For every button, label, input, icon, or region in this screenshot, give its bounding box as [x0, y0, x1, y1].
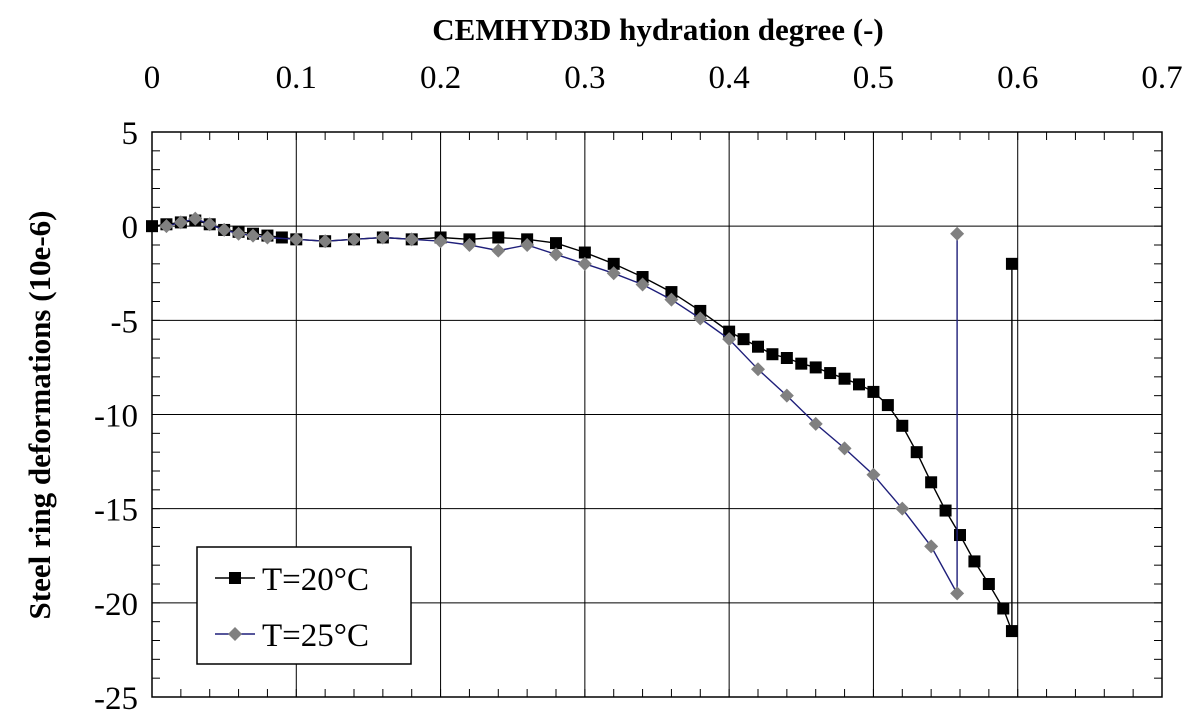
legend-marker-t20 [229, 572, 241, 584]
plot-area [151, 131, 1163, 698]
x-tick-label: 0.4 [709, 60, 750, 96]
y-tick-label: -20 [94, 587, 138, 623]
data-point [867, 385, 880, 398]
legend: T=20°C T=25°C [196, 546, 412, 665]
series-group [146, 211, 1018, 638]
legend-label-t25: T=25°C [262, 618, 369, 654]
data-point [837, 441, 852, 456]
x-tick-labels: 0 0.1 0.2 0.3 0.4 0.5 0.6 0.7 [144, 60, 1183, 96]
data-point [433, 234, 448, 249]
data-point [910, 446, 923, 459]
data-point [549, 247, 563, 262]
data-point [694, 304, 707, 317]
data-point [954, 529, 966, 542]
data-point [289, 232, 304, 247]
data-point [202, 217, 217, 232]
data-point [824, 367, 837, 380]
data-point [146, 220, 158, 233]
data-point [853, 378, 865, 391]
data-point [723, 325, 736, 338]
data-point [1005, 625, 1018, 638]
x-tick-label: 0.2 [420, 60, 461, 96]
x-axis-title: CEMHYD3D hydration degree (-) [432, 12, 883, 47]
data-point [925, 476, 938, 489]
data-point [635, 277, 650, 292]
x-tick-label: 0.1 [276, 60, 317, 96]
data-point [520, 238, 535, 252]
data-point [665, 286, 678, 299]
data-point [606, 266, 621, 281]
data-point [950, 226, 965, 241]
data-point [895, 501, 910, 516]
x-tick-label: 0.6 [997, 60, 1038, 96]
data-point [751, 362, 765, 377]
data-point [275, 231, 288, 244]
data-point [866, 467, 881, 482]
data-point [1005, 257, 1018, 270]
data-point [924, 539, 939, 554]
data-point [462, 238, 477, 252]
data-point [318, 234, 333, 249]
data-point [808, 416, 823, 431]
data-point [577, 256, 592, 271]
x-tick-label: 0.3 [564, 60, 605, 96]
y-tick-label: 5 [122, 116, 139, 152]
legend-box [196, 546, 412, 665]
data-point [752, 340, 764, 353]
legend-label-t20: T=20°C [262, 562, 369, 598]
data-point [795, 357, 808, 370]
data-point [636, 271, 649, 284]
data-point [173, 215, 188, 230]
y-axis-title: Steel ring deformations (10e-6) [22, 211, 57, 620]
data-point [722, 332, 737, 347]
y-tick-labels: 5 0 -5 -10 -15 -20 -25 [94, 116, 138, 715]
data-point [737, 333, 750, 346]
data-point [896, 419, 909, 432]
y-tick-label: 0 [122, 210, 139, 246]
data-point [375, 230, 390, 245]
data-point [188, 211, 203, 226]
series-1 [159, 211, 965, 601]
y-tick-label: -5 [111, 304, 139, 340]
data-point [968, 555, 981, 568]
data-point [217, 222, 232, 237]
data-point [260, 230, 275, 245]
data-point [780, 352, 793, 364]
data-point [881, 399, 894, 412]
data-point [693, 311, 708, 326]
y-tick-label: -10 [94, 399, 138, 435]
data-point [809, 361, 822, 374]
data-point [664, 292, 679, 307]
data-point [347, 232, 361, 247]
data-point [231, 226, 246, 241]
data-point [491, 243, 506, 258]
data-point [404, 232, 419, 247]
data-point [578, 246, 591, 259]
x-tick-label: 0.7 [1141, 60, 1182, 96]
data-point [766, 348, 779, 361]
data-point [997, 602, 1010, 615]
y-tick-label: -15 [94, 493, 138, 529]
data-point [779, 388, 794, 403]
data-point [950, 586, 965, 601]
x-tick-label: 0 [144, 60, 161, 96]
data-point [246, 228, 260, 243]
data-point [159, 219, 174, 234]
data-point [492, 231, 505, 244]
legend-marker-t25 [228, 627, 242, 641]
y-tick-label: -25 [94, 681, 138, 715]
data-point [607, 257, 620, 270]
data-point [982, 578, 995, 590]
data-point [550, 237, 562, 250]
x-tick-label: 0.5 [853, 60, 894, 96]
minor-ticks [152, 132, 1162, 697]
data-point [838, 372, 851, 385]
series-line [166, 217, 958, 594]
data-point [939, 504, 952, 517]
